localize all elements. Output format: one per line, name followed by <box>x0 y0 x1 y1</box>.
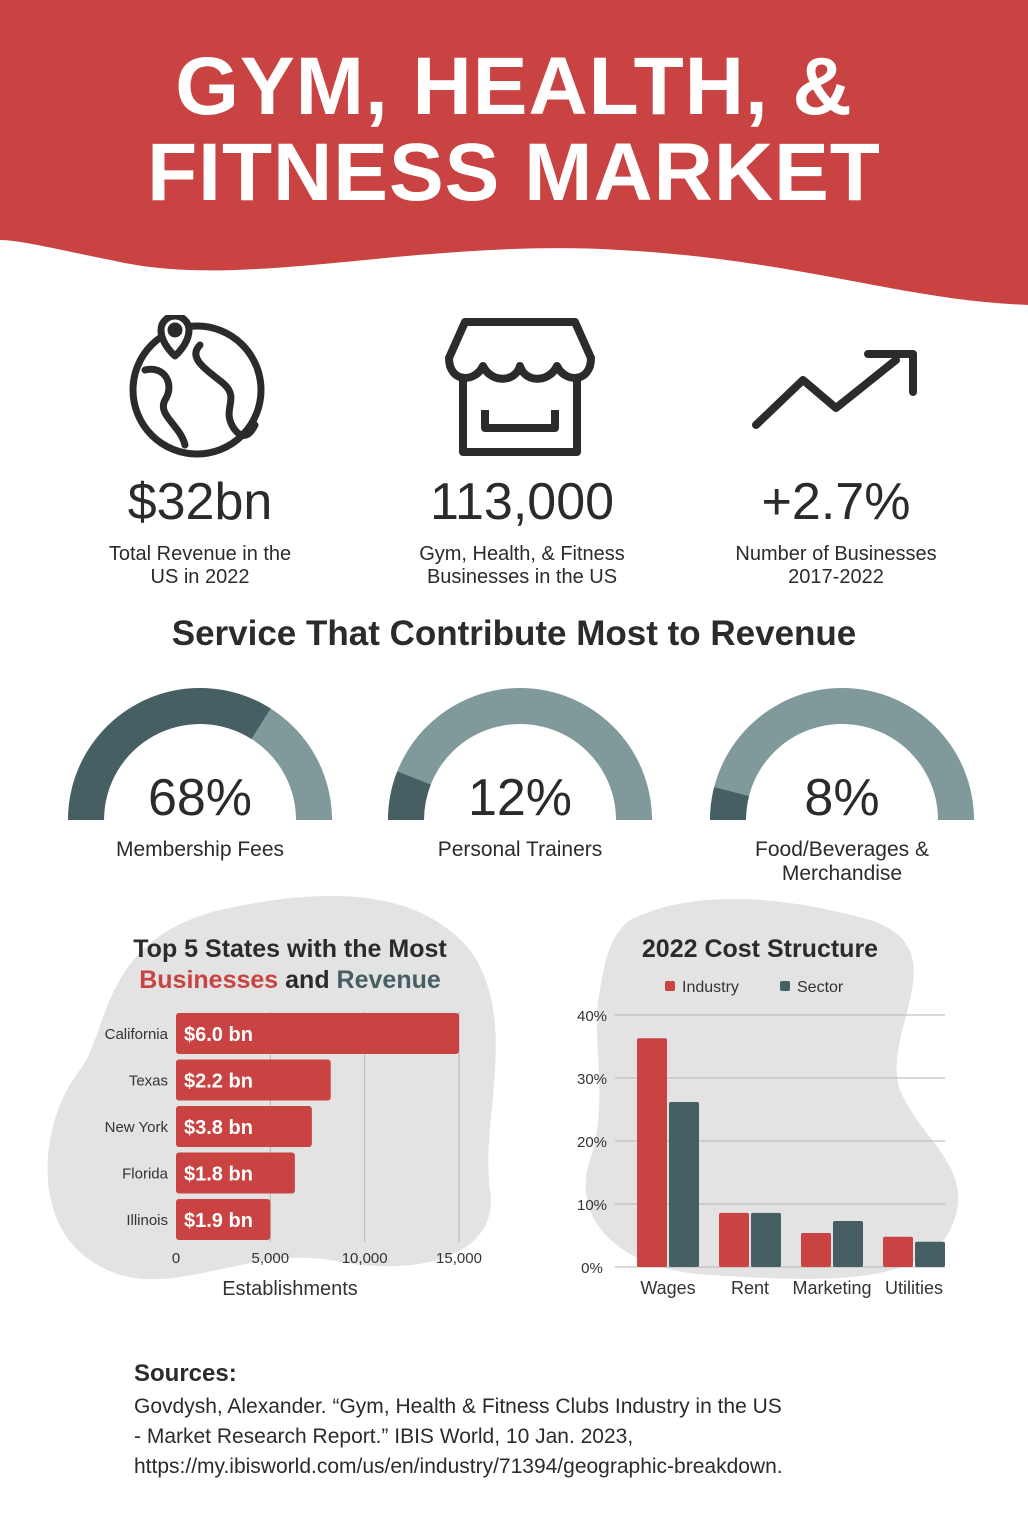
sources-heading: Sources: <box>134 1360 237 1387</box>
data-label: $2.2 bn <box>184 1071 253 1093</box>
x-tick-label: 10,000 <box>342 1250 388 1267</box>
source-line: - Market Research Report.” IBIS World, 1… <box>134 1425 634 1448</box>
gauge-fill <box>388 771 431 820</box>
category-label: Rent <box>731 1278 769 1298</box>
y-tick-label: 20% <box>577 1134 607 1151</box>
gauge-label: Membership Fees <box>115 838 285 861</box>
x-tick-label: 5,000 <box>252 1250 290 1267</box>
sources: Sources: Govdysh, Alexander. “Gym, Healt… <box>134 1360 934 1482</box>
stat-label: Number of Businesses 2017-2022 <box>735 543 937 588</box>
title-line-2: FITNESS MARKET <box>147 127 881 218</box>
storefront-icon <box>445 318 595 456</box>
bar-sector <box>669 1101 699 1267</box>
gauge-percent: 8% <box>804 769 880 827</box>
category-label: Florida <box>122 1166 169 1183</box>
data-label: $1.8 bn <box>184 1164 253 1186</box>
category-label: California <box>105 1026 169 1043</box>
legend-label: Sector <box>797 979 844 996</box>
page-title: GYM, HEALTH, & FITNESS MARKET <box>0 44 1028 216</box>
gauge-label: Personal Trainers <box>437 838 603 861</box>
gauge-percent: 68% <box>147 769 253 827</box>
bar-industry <box>801 1232 831 1267</box>
header-banner <box>0 0 1028 305</box>
gauge-track <box>388 688 652 820</box>
gauge-label: Food/Beverages & Merchandise <box>755 838 929 885</box>
services-heading: Service That Contribute Most to Revenue <box>171 614 857 653</box>
cost-chart-title: 2022 Cost Structure <box>641 935 879 963</box>
data-label: $6.0 bn <box>184 1024 253 1046</box>
stat-label: Total Revenue in the US in 2022 <box>108 543 292 588</box>
source-link[interactable]: https://my.ibisworld.com/us/en/industry/… <box>134 1455 783 1478</box>
x-tick-label: 15,000 <box>436 1250 482 1267</box>
bar <box>176 1059 331 1101</box>
data-label: $1.9 bn <box>184 1210 253 1232</box>
source-line: Govdysh, Alexander. “Gym, Health & Fitne… <box>134 1395 782 1418</box>
category-label: Texas <box>129 1073 168 1090</box>
legend-label: Industry <box>682 979 739 996</box>
bar <box>176 1013 459 1054</box>
legend-swatch <box>665 981 675 991</box>
bar <box>176 1199 271 1240</box>
data-label: $3.8 bn <box>184 1117 253 1139</box>
y-tick-label: 30% <box>577 1071 607 1088</box>
stat-value: $32bn <box>127 473 273 531</box>
cost-bar-chart: Industry Sector 0% 10% 20% 30% 40% Wages Rent Mar… <box>577 979 945 1298</box>
title-line-1: GYM, HEALTH, & <box>175 41 853 132</box>
y-tick-label: 0% <box>581 1260 603 1277</box>
states-bar-chart: 0 5,000 10,000 15,000 California $6.0 bn Texas… <box>105 1012 482 1300</box>
bar-sector <box>833 1221 863 1267</box>
category-label: Marketing <box>792 1278 871 1298</box>
stat-label: Gym, Health, & Fitness Businesses in the … <box>419 543 625 588</box>
stat-value: +2.7% <box>761 473 911 531</box>
legend-swatch <box>780 981 790 991</box>
bar <box>176 1152 295 1194</box>
gauge-fill <box>68 688 271 820</box>
x-tick-label: 0 <box>172 1250 180 1267</box>
gauge-track <box>710 688 974 820</box>
category-label: Wages <box>640 1278 695 1298</box>
gauge-fill <box>710 787 750 820</box>
category-label: Utilities <box>885 1278 943 1298</box>
bar-sector <box>915 1241 945 1267</box>
bar-industry <box>637 1038 667 1267</box>
bar-industry <box>719 1212 749 1267</box>
bar <box>176 1106 312 1147</box>
x-axis-label: Establishments <box>222 1278 358 1300</box>
bar-sector <box>751 1212 781 1267</box>
bar-industry <box>883 1236 913 1267</box>
category-label: Illinois <box>126 1212 168 1229</box>
globe-pin-icon <box>129 315 265 458</box>
y-tick-label: 10% <box>577 1197 607 1214</box>
stat-value: 113,000 <box>429 473 615 531</box>
gauge-percent: 12% <box>467 769 573 827</box>
trend-up-arrow-icon <box>752 350 917 429</box>
states-chart-title: Top 5 States with the Most Businesses an… <box>133 935 447 994</box>
gauges <box>68 688 974 820</box>
y-tick-label: 40% <box>577 1008 607 1025</box>
category-label: New York <box>105 1119 169 1136</box>
